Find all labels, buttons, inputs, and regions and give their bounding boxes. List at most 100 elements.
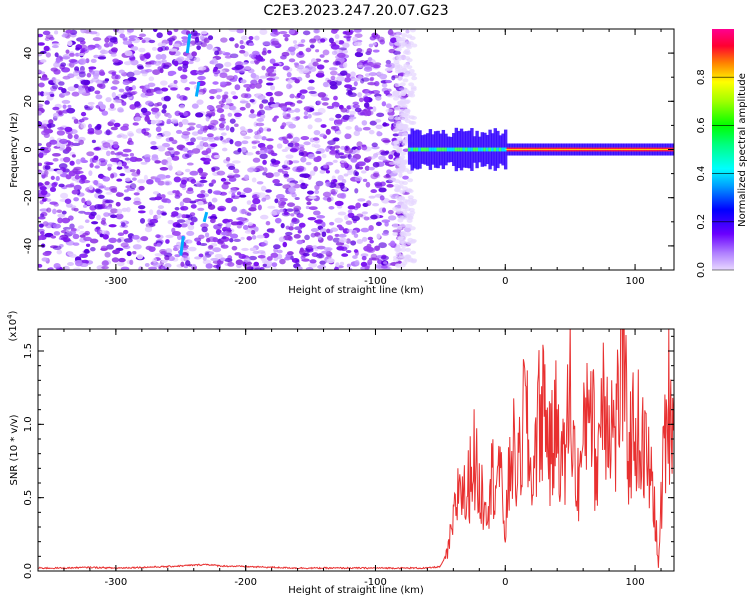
spectrogram-noise-cell <box>241 247 249 251</box>
spectrogram-noise-cell <box>378 155 386 161</box>
spectrogram-noise-cell <box>401 261 408 266</box>
spectrogram-noise-cell <box>308 66 317 72</box>
spectrogram-noise-cell <box>376 259 383 265</box>
spectrogram-noise-cell <box>230 187 237 194</box>
spectrogram-noise-cell <box>123 229 129 235</box>
spectrogram-noise-cell <box>387 209 394 215</box>
spectrogram-noise-cell <box>211 179 217 184</box>
spectrogram-noise-cell <box>220 177 227 182</box>
spectrogram-noise-cell <box>294 78 300 84</box>
spectrogram-noise-cell <box>299 179 304 184</box>
spectrogram-noise-cell <box>339 184 345 189</box>
spectrogram-noise-cell <box>321 221 326 228</box>
spectrogram-noise-cell <box>303 106 312 112</box>
spectrogram-noise-cell <box>155 134 162 140</box>
spectrogram-noise-cell <box>226 75 235 81</box>
spectrogram-noise-cell <box>340 117 349 122</box>
spectrogram-noise-cell <box>325 170 330 174</box>
spectrogram-noise-cell <box>174 194 181 199</box>
spectrogram-noise-cell <box>38 235 43 241</box>
spectrogram-noise-cell <box>46 198 52 202</box>
spectrogram-noise-cell <box>108 41 114 47</box>
spectrogram-noise-cell <box>88 66 97 70</box>
spectrogram-noise-cell <box>88 31 98 35</box>
spectrogram-noise-cell <box>41 174 48 178</box>
spectrogram-noise-cell <box>148 76 155 82</box>
spectrogram-noise-cell <box>313 156 321 163</box>
spectrogram-noise-cell <box>266 256 273 261</box>
spectrogram-noise-cell <box>377 36 385 43</box>
spectrogram-noise-cell <box>378 242 387 249</box>
spectrogram-noise-cell <box>295 259 300 265</box>
spectrogram-noise-cell <box>213 224 222 230</box>
spectrogram-noise-cell <box>369 120 377 126</box>
spectrogram-noise-cell <box>144 116 150 122</box>
spectrogram-noise-cell <box>55 57 61 63</box>
spectrogram-noise-cell <box>102 142 111 148</box>
spectrogram-noise-cell <box>290 77 297 81</box>
spectrogram-noise-cell <box>126 250 132 257</box>
spectrogram-noise-cell <box>361 255 367 261</box>
spectrogram-noise-cell <box>397 100 404 105</box>
spectrogram-noise-cell <box>221 138 228 145</box>
signal-core-cell <box>475 147 479 152</box>
spectrogram-noise-cell <box>239 39 244 45</box>
spectrogram-noise-cell <box>141 39 146 44</box>
spectrogram-noise-cell <box>232 109 241 114</box>
signal-core-cell <box>420 147 425 152</box>
spectrogram-noise-cell <box>157 205 165 210</box>
colorbar-ticks: 0.0 0.2 0.4 0.6 0.8 <box>696 69 734 278</box>
spectrogram-noise-cell <box>73 134 79 140</box>
spectrogram-noise-cell <box>137 179 146 184</box>
spectrogram-noise-cell <box>335 113 342 119</box>
spectrogram-noise-cell <box>388 177 397 183</box>
spectrogram-noise-cell <box>247 68 255 74</box>
spectrogram-noise-cell <box>320 38 326 43</box>
spectrogram-noise-cell <box>154 253 164 257</box>
signal-core-cell <box>444 147 448 152</box>
signal-core-cell <box>418 147 422 152</box>
spectrogram-noise-cell <box>117 161 123 167</box>
spectrogram-noise-cell <box>313 210 321 216</box>
spectrogram-noise-cell <box>396 120 403 125</box>
spectrogram-noise-cell <box>281 136 288 140</box>
spectrogram-noise-cell <box>126 130 134 137</box>
spectrogram-noise-cell <box>284 37 289 42</box>
spectrogram-noise-cell <box>330 188 336 195</box>
spectrogram-noise-cell <box>117 232 125 237</box>
spectrogram-noise-cell <box>217 240 224 245</box>
spectrogram-noise-cell <box>173 43 182 48</box>
spectrogram-noise-cell <box>72 168 79 174</box>
spectrogram-noise-cell <box>265 91 274 97</box>
spectrogram-noise-cell <box>296 100 303 104</box>
spectrogram-noise-cell <box>152 29 158 33</box>
spectrogram-noise-cell <box>55 175 60 182</box>
spectrogram-noise-cell <box>361 77 370 82</box>
spectrogram-noise-cell <box>285 231 293 236</box>
spectrogram-noise-cell <box>73 184 82 191</box>
spectrogram-noise-cell <box>189 81 197 85</box>
spectrogram-noise-cell <box>162 130 171 137</box>
spectrogram-noise-cell <box>49 139 58 145</box>
spectrogram-noise-cell <box>67 104 72 108</box>
spectrogram-noise-cell <box>250 109 255 114</box>
spectrogram-noise-cell <box>258 58 266 62</box>
spectrogram-noise-cell <box>200 189 206 194</box>
spectrogram-noise-cell <box>307 113 312 119</box>
spectrogram-noise-cell <box>63 156 71 163</box>
spectrogram-noise-cell <box>199 179 208 183</box>
spectrogram-noise-cell <box>79 179 86 184</box>
spectrogram-noise-cell <box>132 122 139 126</box>
spectrogram-noise-cell <box>406 240 413 245</box>
signal-core-cell <box>452 147 456 152</box>
spectrogram-noise-cell <box>261 65 266 71</box>
signal-core-cell <box>498 147 503 152</box>
spectrogram-noise-cell <box>390 240 396 247</box>
spectrogram-noise-cell <box>372 172 380 178</box>
spectrogram-noise-cell <box>207 201 213 207</box>
spectrogram-noise-cell <box>91 139 97 144</box>
spectrogram-noise-cell <box>121 153 129 157</box>
spectrogram-y-label: Frequency (Hz) <box>9 112 20 188</box>
spectrogram-noise-cell <box>254 35 260 41</box>
spectrogram-noise-cell <box>38 42 45 46</box>
